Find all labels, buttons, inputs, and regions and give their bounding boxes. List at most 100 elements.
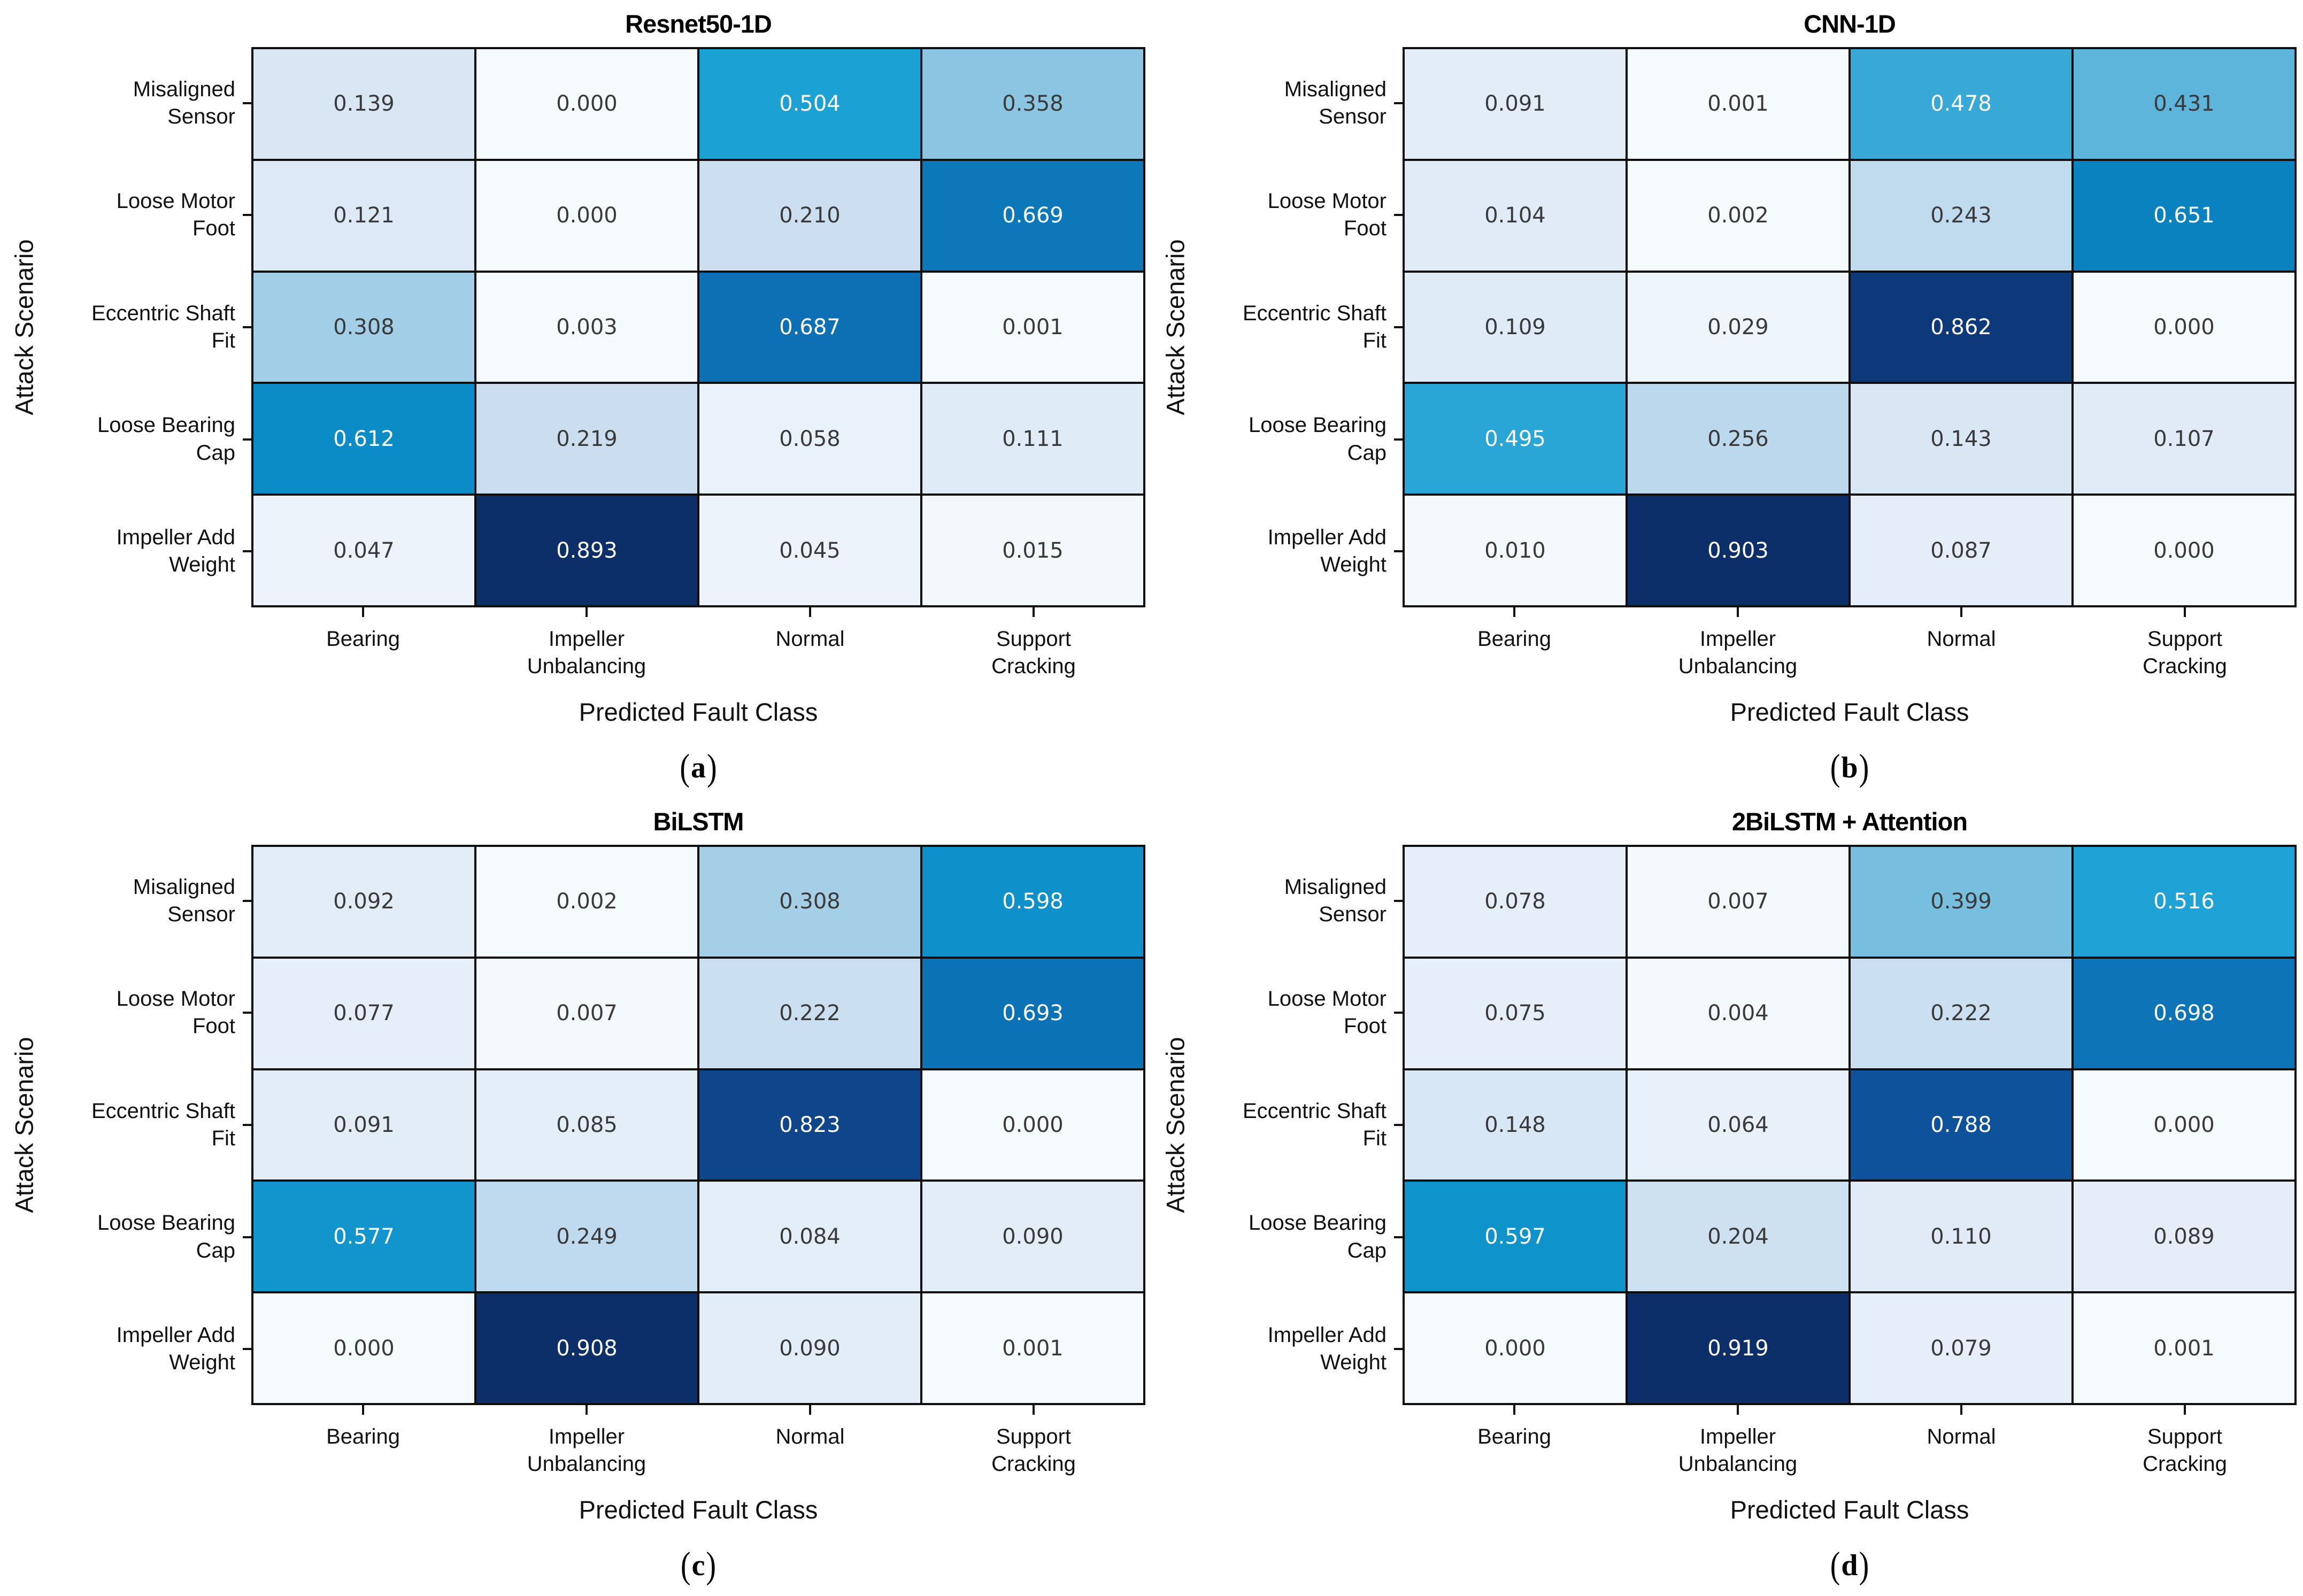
row-label: Misaligned Sensor xyxy=(1199,845,1403,957)
matrix-cell: 0.504 xyxy=(698,48,921,160)
row-label: Eccentric Shaft Fit xyxy=(48,271,251,383)
row-label: Misaligned Sensor xyxy=(1199,47,1403,159)
y-tick-mark xyxy=(243,1012,251,1014)
x-axis-label: Predicted Fault Class xyxy=(1730,698,1969,726)
matrix-cell: 0.256 xyxy=(1627,383,1850,495)
matrix-cell: 0.001 xyxy=(921,1292,1144,1404)
matrix-cell: 0.903 xyxy=(1627,495,1850,606)
col-label: Bearing xyxy=(251,607,475,697)
matrix-cell: 0.000 xyxy=(475,48,698,160)
row-label: Loose Bearing Cap xyxy=(48,1181,251,1293)
x-tick-mark xyxy=(1737,607,1739,617)
x-tick-mark xyxy=(362,607,364,617)
matrix-cell: 0.089 xyxy=(2073,1181,2296,1293)
col-label-text: Support Cracking xyxy=(2143,627,2227,679)
subfigure-caption: (d) xyxy=(1830,1545,1869,1586)
matrix-cell: 0.612 xyxy=(252,383,475,495)
col-label-text: Support Cracking xyxy=(2143,1425,2227,1476)
panel-bilstm: BiLSTM Attack Scenario Misaligned Sensor… xyxy=(0,798,1151,1596)
x-axis-label: Predicted Fault Class xyxy=(1730,1495,1969,1524)
row-label-text: Loose Bearing Cap xyxy=(1249,413,1387,465)
matrix-cell: 0.358 xyxy=(921,48,1144,160)
y-axis-label: Attack Scenario xyxy=(10,239,38,415)
x-axis-label: Predicted Fault Class xyxy=(579,1495,818,1524)
col-label: Support Cracking xyxy=(2073,1405,2297,1495)
col-label-text: Normal xyxy=(775,627,845,651)
matrix-cell: 0.001 xyxy=(921,271,1144,383)
x-tick-mark xyxy=(1513,1405,1515,1415)
matrix-cell: 0.908 xyxy=(475,1292,698,1404)
col-label: Normal xyxy=(698,1405,922,1495)
row-label: Loose Bearing Cap xyxy=(1199,383,1403,496)
row-label-text: Loose Motor Foot xyxy=(1267,189,1387,241)
matrix-cell: 0.091 xyxy=(1404,48,1627,160)
col-label: Normal xyxy=(1850,1405,2073,1495)
col-labels: Bearing Impeller Unbalancing Normal Support… xyxy=(1403,1405,2297,1495)
matrix-cell: 0.249 xyxy=(475,1181,698,1293)
row-label: Impeller Add Weight xyxy=(48,1293,251,1405)
row-labels: Misaligned Sensor Loose Motor Foot Eccentr… xyxy=(1199,47,1403,607)
col-label: Support Cracking xyxy=(922,1405,1145,1495)
col-label-text: Bearing xyxy=(326,627,400,651)
col-label: Normal xyxy=(1850,607,2073,697)
matrix-cell: 0.219 xyxy=(475,383,698,495)
matrix-cell: 0.000 xyxy=(2073,495,2296,606)
subfigure-caption: (a) xyxy=(680,747,717,789)
row-label: Impeller Add Weight xyxy=(1199,1293,1403,1405)
y-tick-mark xyxy=(1394,899,1403,902)
matrix-cell: 0.597 xyxy=(1404,1181,1627,1293)
matrix-cell: 0.000 xyxy=(2073,1069,2296,1181)
col-label-text: Bearing xyxy=(1477,627,1551,651)
subfigure-caption: (c) xyxy=(680,1545,717,1586)
y-tick-mark xyxy=(1394,1123,1403,1126)
x-tick-mark xyxy=(586,1405,588,1415)
x-tick-mark xyxy=(809,607,811,617)
y-tick-mark xyxy=(243,214,251,217)
y-tick-mark xyxy=(243,1123,251,1126)
y-tick-mark xyxy=(243,438,251,441)
matrix-cell: 0.687 xyxy=(698,271,921,383)
matrix-cell: 0.001 xyxy=(1627,48,1850,160)
matrix-cell: 0.516 xyxy=(2073,846,2296,958)
col-label: Bearing xyxy=(251,1405,475,1495)
col-label: Bearing xyxy=(1403,607,1626,697)
x-tick-mark xyxy=(1033,607,1035,617)
row-label-text: Loose Motor Foot xyxy=(116,189,235,241)
matrix-cell: 0.000 xyxy=(2073,271,2296,383)
matrix-cell: 0.110 xyxy=(1850,1181,2073,1293)
matrix: 0.139 0.000 0.504 0.358 0.121 0.000 0.210 0.669… xyxy=(251,47,1145,607)
y-tick-mark xyxy=(243,1236,251,1238)
x-tick-mark xyxy=(1737,1405,1739,1415)
y-tick-mark xyxy=(1394,1348,1403,1351)
matrix-cell: 0.078 xyxy=(1404,846,1627,958)
row-label: Loose Motor Foot xyxy=(1199,159,1403,272)
row-label-text: Eccentric Shaft Fit xyxy=(1242,301,1387,352)
col-label-text: Impeller Unbalancing xyxy=(1678,1425,1798,1476)
panel-2bilstm-attention: 2BiLSTM + Attention Attack Scenario Misa… xyxy=(1151,798,2303,1596)
col-label: Impeller Unbalancing xyxy=(475,1405,698,1495)
x-tick-mark xyxy=(362,1405,364,1415)
row-label-text: Impeller Add Weight xyxy=(1267,1323,1387,1375)
matrix-cell: 0.893 xyxy=(475,495,698,606)
col-label: Impeller Unbalancing xyxy=(475,607,698,697)
col-label-text: Impeller Unbalancing xyxy=(527,627,646,679)
row-label-text: Impeller Add Weight xyxy=(116,1323,235,1375)
row-label: Loose Motor Foot xyxy=(1199,957,1403,1069)
row-label: Loose Bearing Cap xyxy=(48,383,251,496)
matrix-cell: 0.148 xyxy=(1404,1069,1627,1181)
panel-resnet50-1d: Resnet50-1D Attack Scenario Misaligned S… xyxy=(0,0,1151,798)
y-tick-mark xyxy=(243,550,251,553)
y-tick-mark xyxy=(243,102,251,104)
y-axis-label: Attack Scenario xyxy=(1161,239,1190,415)
x-tick-mark xyxy=(586,607,588,617)
matrix-cell: 0.399 xyxy=(1850,846,2073,958)
row-label-text: Misaligned Sensor xyxy=(1284,875,1387,926)
col-label-text: Support Cracking xyxy=(991,1425,1076,1476)
row-label-text: Loose Motor Foot xyxy=(1267,987,1387,1038)
row-label-text: Impeller Add Weight xyxy=(116,526,235,577)
matrix-cell: 0.029 xyxy=(1627,271,1850,383)
y-tick-mark xyxy=(1394,550,1403,553)
subfigure-caption: (b) xyxy=(1830,747,1869,789)
row-label: Misaligned Sensor xyxy=(48,845,251,957)
matrix-cell: 0.004 xyxy=(1627,957,1850,1069)
